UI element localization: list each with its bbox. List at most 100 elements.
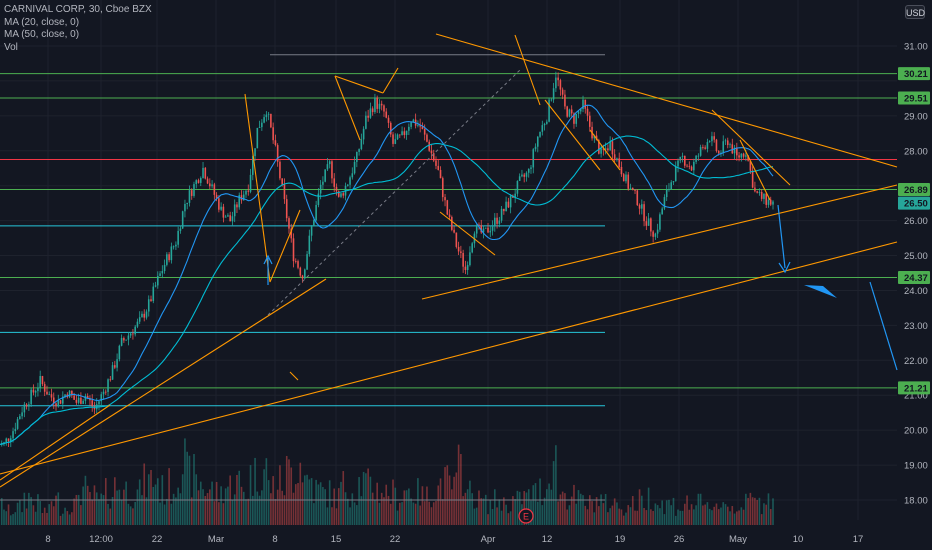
candle-body	[249, 174, 252, 192]
volume-bar	[570, 496, 573, 525]
volume-bar	[344, 492, 347, 525]
symbol-title[interactable]: CARNIVAL CORP, 30, Cboe BZX	[4, 4, 152, 15]
volume-bar	[59, 515, 62, 525]
candle-body	[523, 174, 526, 177]
candle-body	[383, 105, 385, 112]
volume-bar	[475, 507, 478, 525]
candle-body	[401, 131, 403, 135]
volume-bar	[641, 495, 643, 525]
volume-bar	[740, 507, 743, 525]
volume-bar	[713, 506, 715, 525]
candle-body	[258, 127, 261, 128]
volume-bar	[616, 502, 618, 525]
volume-bar	[460, 454, 462, 525]
volume-bar	[412, 502, 415, 525]
candle-body	[358, 149, 360, 152]
candle-body	[557, 77, 559, 81]
volume-bar	[410, 498, 412, 525]
volume-bar	[129, 506, 132, 525]
ma20-label[interactable]: MA (20, close, 0)	[4, 16, 80, 28]
candle-body	[199, 178, 202, 183]
candle-body	[430, 150, 433, 154]
volume-bar	[315, 479, 317, 525]
grid-lines	[0, 0, 897, 520]
volume-bar	[772, 498, 774, 525]
volume-bar	[758, 497, 761, 525]
volume-bar	[668, 499, 670, 525]
volume-bar	[202, 489, 204, 525]
volume-bar	[179, 493, 182, 525]
volume-bar	[469, 480, 471, 525]
candle-body	[439, 169, 442, 179]
volume-bar	[396, 510, 399, 525]
candle-body	[665, 189, 668, 198]
candle-body	[353, 161, 356, 174]
down-arrow-head	[778, 261, 791, 274]
candle-body	[674, 166, 677, 182]
volume-bar	[588, 495, 591, 525]
candle-body	[202, 167, 204, 179]
volume-bar	[215, 481, 218, 525]
volume-bar	[611, 505, 614, 525]
volume-bar	[487, 514, 489, 525]
volume-bar	[546, 489, 548, 525]
candle-body	[582, 99, 584, 110]
volume-bar	[629, 507, 632, 525]
candle-body	[272, 127, 274, 141]
volume-bar	[267, 480, 270, 525]
currency-button[interactable]: USD	[905, 5, 925, 19]
volume-bar	[342, 471, 345, 525]
candle-body	[55, 403, 57, 407]
candle-body	[261, 122, 263, 128]
volume-bar	[46, 512, 48, 525]
price-tick-label: 19.00	[904, 461, 928, 472]
candle-body	[736, 147, 738, 156]
price-badge-bg	[898, 183, 930, 197]
candle-body	[306, 254, 308, 270]
price-badge-label: 26.50	[904, 199, 928, 210]
ma50-line	[0, 135, 774, 445]
volume-bar	[609, 508, 611, 525]
volume-bar	[726, 506, 729, 525]
volume-bar	[650, 509, 652, 525]
volume-label[interactable]: Vol	[4, 41, 18, 53]
volume-bar	[213, 501, 216, 525]
volume-bar	[132, 508, 134, 525]
candle-body	[609, 141, 611, 151]
volume-bar	[432, 502, 435, 525]
candle-body	[575, 113, 578, 124]
candle-body	[89, 398, 91, 401]
volume-bar	[681, 510, 684, 525]
candle-body	[509, 195, 512, 208]
volume-bar	[166, 498, 168, 525]
candle-body	[16, 419, 19, 429]
volume-bar	[376, 482, 378, 525]
candle-body	[114, 365, 116, 368]
candle-body	[179, 228, 182, 231]
time-tick-label: 12	[542, 534, 553, 545]
volume-bar	[428, 501, 431, 525]
candle-body	[498, 220, 501, 224]
volume-bar	[141, 495, 143, 525]
volume-bar	[659, 508, 661, 525]
candle-body	[14, 428, 17, 432]
candle-body	[464, 266, 467, 271]
volume-bar	[251, 495, 254, 525]
ma50-label[interactable]: MA (50, close, 0)	[4, 29, 80, 40]
candle-body	[328, 161, 331, 165]
volume-bar	[365, 473, 367, 525]
candle-body	[30, 389, 32, 405]
volume-bar	[362, 471, 365, 525]
volume-bar	[480, 498, 483, 525]
volume-bar	[209, 489, 211, 525]
candle-body	[206, 178, 209, 184]
volume-bar	[720, 507, 722, 525]
candle-body	[229, 215, 231, 222]
volume-bar	[7, 504, 10, 525]
volume-bar	[50, 501, 53, 525]
volume-bar	[527, 489, 530, 525]
candle-body	[546, 121, 548, 124]
candle-body	[220, 206, 222, 210]
